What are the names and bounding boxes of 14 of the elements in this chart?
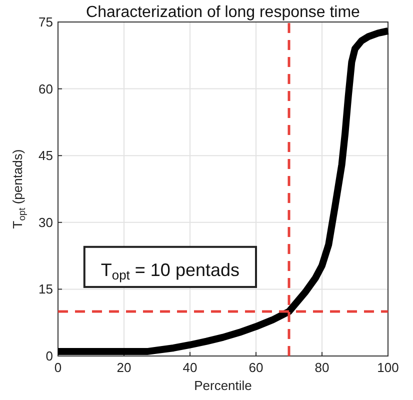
y-tick-label: 60 <box>38 81 53 96</box>
y-tick-label: 30 <box>38 214 53 230</box>
x-tick-label: 60 <box>248 360 264 375</box>
y-tick-label: 75 <box>38 14 53 30</box>
x-tick-label: 40 <box>182 360 198 375</box>
x-tick-label: 20 <box>116 360 132 375</box>
x-axis-title: Percentile <box>194 378 252 393</box>
x-tick-label: 100 <box>377 360 399 375</box>
chart-title: Characterization of long response time <box>86 4 360 21</box>
annotation: T$_{opt}$ = 10 pentads <box>100 260 240 283</box>
y-tick-label: 45 <box>38 148 53 164</box>
x-tick-label: 80 <box>314 360 330 375</box>
y-tick-label: 15 <box>38 282 53 297</box>
y-tick-label: 0 <box>46 348 53 364</box>
